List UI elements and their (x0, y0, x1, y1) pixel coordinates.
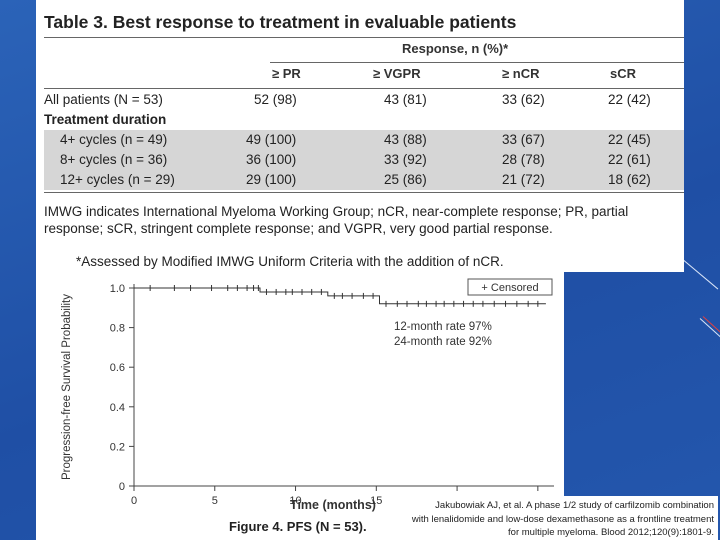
col-header-pr: ≥ PR (272, 66, 301, 81)
chart-axes (129, 284, 554, 491)
chart-curve (134, 287, 546, 305)
table-row: 8+ cycles (n = 36) 36 (100) 33 (92) 28 (… (44, 150, 684, 170)
cell-value: 29 (100) (246, 172, 297, 187)
cell-value: 33 (92) (384, 152, 427, 167)
response-header: Response, n (%)* (402, 41, 509, 56)
col-header-vgpr: ≥ VGPR (373, 66, 421, 81)
x-axis-title: Time (months) (290, 498, 376, 512)
y-tick-label: 0.8 (110, 323, 125, 335)
citation-line: with lenalidomide and low-dose dexametha… (411, 513, 714, 525)
row-label: 8+ cycles (n = 36) (60, 152, 168, 167)
y-tick-label: 0.4 (110, 402, 125, 414)
annotation-12-month-rate: 12-month rate 97% (394, 321, 492, 333)
y-axis-title: Progression-free Survival Probability (61, 294, 73, 480)
table-rule-header (44, 88, 684, 89)
table-panel: Table 3. Best response to treatment in e… (36, 0, 684, 272)
cell-value: 43 (88) (384, 132, 427, 147)
cell-value: 18 (62) (608, 172, 651, 187)
x-tick-label: 0 (131, 495, 137, 507)
x-tick-label: 5 (212, 495, 218, 507)
cell-value: 52 (98) (254, 92, 297, 107)
citation-line: Jakubowiak AJ, et al. A phase 1/2 study … (435, 500, 714, 511)
section-label: Treatment duration (44, 112, 167, 127)
cell-value: 22 (45) (608, 132, 651, 147)
table-rule-top (44, 37, 684, 38)
table-row-duration-label: Treatment duration (44, 110, 684, 130)
table-row: 12+ cycles (n = 29) 29 (100) 25 (86) 21 … (44, 170, 684, 190)
cell-value: 22 (42) (608, 92, 651, 107)
x-tick-label: 10 (289, 495, 301, 507)
cell-value: 21 (72) (502, 172, 545, 187)
legend-label: + Censored (481, 282, 538, 294)
cell-value: 43 (81) (384, 92, 427, 107)
col-header-ncr: ≥ nCR (502, 66, 540, 81)
chart-labels: 00.20.40.60.81.00510152025Time (months)P… (61, 278, 553, 512)
table-rule-bottom (44, 192, 684, 193)
cell-value: 25 (86) (384, 172, 427, 187)
col-header-scr: sCR (610, 66, 637, 81)
legend-box (467, 278, 553, 296)
cell-value: 49 (100) (246, 132, 297, 147)
row-label: 12+ cycles (n = 29) (60, 172, 175, 187)
survival-curve (134, 287, 546, 305)
cell-value: 28 (78) (502, 152, 545, 167)
table-row-all-patients: All patients (N = 53) 52 (98) 43 (81) 33… (44, 90, 684, 110)
y-tick-label: 1.0 (110, 283, 125, 295)
table-footnote: IMWG indicates International Myeloma Wor… (44, 204, 629, 236)
figure-caption: Figure 4. PFS (N = 53). (229, 519, 367, 534)
table-assessment-note: *Assessed by Modified IMWG Uniform Crite… (76, 254, 504, 269)
table-rule-response (270, 62, 684, 63)
row-label: All patients (N = 53) (44, 92, 163, 107)
annotation-24-month-rate: 24-month rate 92% (394, 336, 492, 348)
figure-panel: 00.20.40.60.81.00510152025Time (months)P… (36, 272, 564, 540)
y-tick-label: 0.2 (110, 441, 125, 453)
chart-censor-marks (149, 285, 539, 307)
y-tick-label: 0.6 (110, 362, 125, 374)
cell-value: 33 (67) (502, 132, 545, 147)
citation-line: for multiple myeloma. Blood 2012;120(9):… (508, 527, 714, 538)
cell-value: 36 (100) (246, 152, 297, 167)
citation: Jakubowiak AJ, et al. A phase 1/2 study … (392, 496, 718, 540)
y-tick-label: 0 (119, 481, 125, 493)
cell-value: 22 (61) (608, 152, 651, 167)
row-label: 4+ cycles (n = 49) (60, 132, 168, 147)
pfs-chart: 00.20.40.60.81.00510152025Time (months)P… (61, 278, 554, 512)
x-tick-label: 15 (370, 495, 382, 507)
cell-value: 33 (62) (502, 92, 545, 107)
table-title: Table 3. Best response to treatment in e… (44, 12, 517, 32)
table-row: 4+ cycles (n = 49) 49 (100) 43 (88) 33 (… (44, 130, 684, 150)
